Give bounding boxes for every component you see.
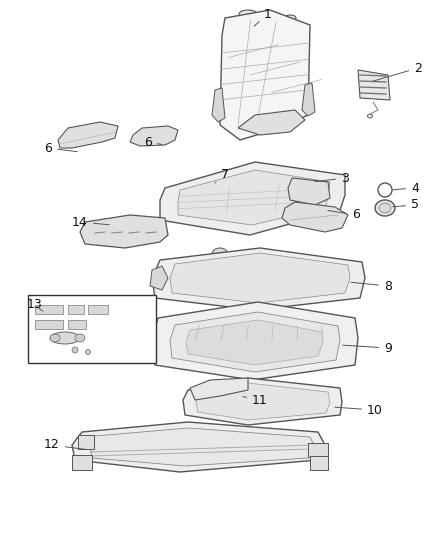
Ellipse shape: [75, 334, 85, 342]
Text: 6: 6: [44, 141, 77, 155]
Polygon shape: [58, 122, 118, 148]
Polygon shape: [238, 110, 305, 135]
Ellipse shape: [201, 400, 208, 405]
Polygon shape: [152, 302, 358, 380]
Text: 8: 8: [351, 279, 392, 293]
Ellipse shape: [50, 332, 80, 344]
Text: 11: 11: [243, 393, 268, 407]
Ellipse shape: [292, 400, 299, 405]
Ellipse shape: [50, 334, 60, 342]
Polygon shape: [288, 178, 330, 205]
Polygon shape: [170, 312, 340, 372]
Ellipse shape: [367, 114, 372, 118]
Ellipse shape: [321, 400, 328, 405]
Polygon shape: [80, 215, 168, 248]
Text: 3: 3: [315, 172, 349, 184]
Text: 4: 4: [393, 182, 419, 195]
Polygon shape: [310, 456, 328, 470]
Polygon shape: [308, 443, 328, 457]
Polygon shape: [88, 305, 108, 314]
Polygon shape: [90, 428, 315, 466]
Polygon shape: [72, 455, 92, 470]
Text: 10: 10: [335, 403, 383, 416]
Polygon shape: [152, 248, 365, 310]
Polygon shape: [282, 202, 348, 232]
Ellipse shape: [335, 274, 345, 281]
Polygon shape: [35, 305, 63, 314]
Ellipse shape: [375, 200, 395, 216]
Polygon shape: [68, 305, 84, 314]
Ellipse shape: [220, 274, 230, 281]
Ellipse shape: [85, 350, 91, 354]
Text: 14: 14: [72, 215, 109, 229]
Polygon shape: [178, 170, 330, 225]
Text: 12: 12: [44, 439, 87, 451]
Ellipse shape: [244, 400, 251, 405]
Ellipse shape: [72, 347, 78, 353]
Text: 6: 6: [328, 208, 360, 222]
Text: 2: 2: [373, 61, 422, 81]
Polygon shape: [72, 422, 325, 472]
Polygon shape: [190, 378, 248, 400]
Text: 7: 7: [215, 168, 229, 183]
Text: 5: 5: [393, 198, 419, 212]
Ellipse shape: [260, 274, 270, 281]
Ellipse shape: [284, 15, 296, 21]
Ellipse shape: [212, 248, 228, 260]
Text: 9: 9: [343, 342, 392, 354]
Ellipse shape: [180, 274, 190, 281]
Polygon shape: [302, 83, 315, 116]
Polygon shape: [150, 266, 168, 290]
Text: 13: 13: [27, 298, 43, 311]
Polygon shape: [130, 126, 178, 146]
Polygon shape: [212, 88, 225, 122]
Ellipse shape: [379, 203, 391, 213]
Polygon shape: [358, 70, 390, 100]
Polygon shape: [160, 162, 345, 235]
Polygon shape: [183, 378, 342, 425]
Ellipse shape: [300, 274, 310, 281]
Ellipse shape: [303, 185, 317, 195]
Text: 6: 6: [144, 135, 162, 149]
Polygon shape: [68, 320, 86, 329]
Polygon shape: [170, 253, 350, 303]
Polygon shape: [78, 435, 94, 449]
Polygon shape: [220, 10, 310, 140]
Polygon shape: [35, 320, 63, 329]
Ellipse shape: [239, 10, 257, 18]
Polygon shape: [196, 383, 330, 420]
Polygon shape: [28, 295, 156, 363]
Polygon shape: [186, 320, 323, 365]
Text: 1: 1: [254, 7, 272, 26]
